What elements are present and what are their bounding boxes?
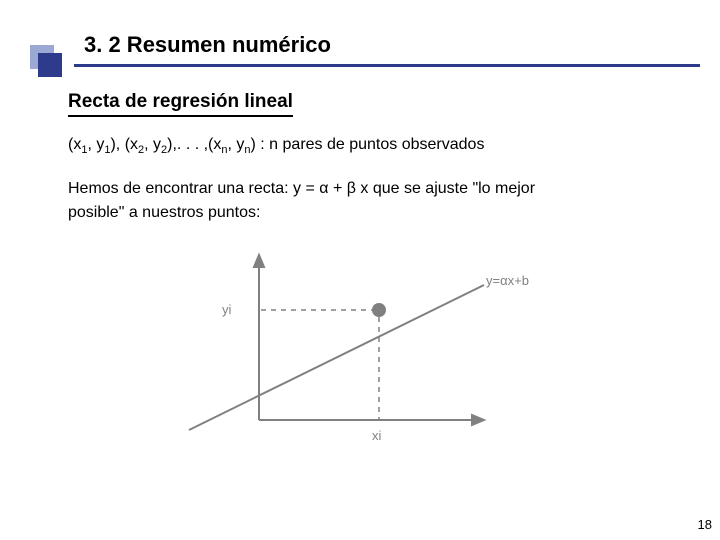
- description-line1: Hemos de encontrar una recta: y = α + β …: [68, 180, 535, 197]
- description-line2: posible" a nuestros puntos:: [68, 204, 260, 221]
- description-paragraph: Hemos de encontrar una recta: y = α + β …: [68, 177, 660, 225]
- x-axis-arrow: [472, 415, 484, 425]
- subtitle: Recta de regresión lineal: [68, 91, 293, 117]
- data-point: [372, 303, 386, 317]
- bullet-icon: [30, 45, 62, 77]
- points-definition: (x1, y1), (x2, y2),. . . ,(xn, yn) : n p…: [68, 133, 660, 157]
- bullet-front-square: [38, 53, 62, 77]
- slide-content: Recta de regresión lineal (x1, y1), (x2,…: [0, 67, 720, 465]
- y-axis-arrow: [254, 255, 264, 267]
- label-xi: xi: [372, 428, 381, 443]
- label-equation: y=αx+b: [486, 273, 529, 288]
- slide-title: 3. 2 Resumen numérico: [84, 32, 720, 58]
- slide-header: 3. 2 Resumen numérico: [0, 0, 720, 67]
- page-number: 18: [698, 517, 712, 532]
- regression-line: [189, 285, 484, 430]
- label-yi: yi: [222, 302, 231, 317]
- regression-figure: yi xi y=αx+b: [164, 245, 564, 465]
- title-underline: [74, 64, 700, 67]
